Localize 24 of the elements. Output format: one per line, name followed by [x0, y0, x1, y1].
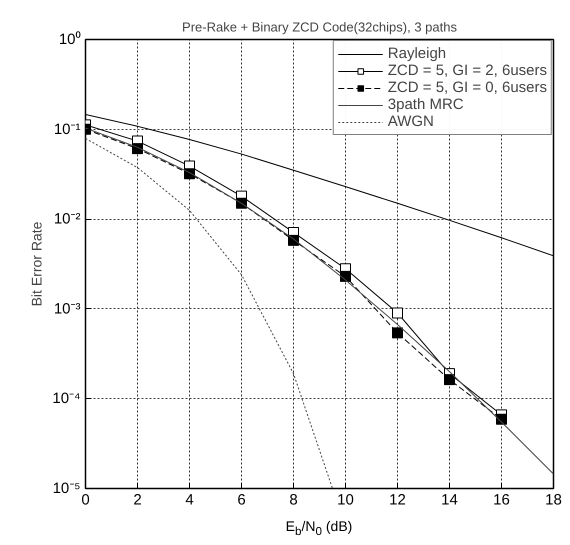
y-tick-label: 10⁻² — [54, 210, 81, 228]
y-tick-label: 10⁻⁵ — [52, 480, 81, 497]
x-tick-label: 2 — [133, 492, 142, 508]
x-tick-label: 16 — [493, 492, 510, 508]
x-tick-label: 6 — [237, 492, 246, 508]
legend-label: AWGN — [388, 113, 434, 130]
x-tick-label: 12 — [389, 492, 406, 508]
x-axis-title: E$_{b}$/N$_{0}$ (dB) — [286, 517, 352, 540]
y-axis-title: Bit Error Rate — [28, 221, 44, 306]
x-tick-label: 10 — [337, 492, 354, 508]
x-tick-label: 18 — [545, 492, 562, 508]
y-tick-label: 10⁰ — [58, 31, 81, 48]
x-tick-label: 8 — [289, 492, 298, 508]
x-tick-label: 4 — [185, 492, 194, 508]
legend-label: ZCD = 5, GI = 0, 6users — [388, 79, 547, 96]
y-tick-label: 10⁻⁴ — [52, 390, 81, 408]
legend-label: Rayleigh — [388, 45, 446, 62]
y-tick-label: 10⁻³ — [54, 300, 81, 318]
chart-title: Pre-Rake + Binary ZCD Code(32chips), 3 paths — [182, 20, 458, 34]
legend-label: 3path MRC — [388, 96, 464, 113]
x-tick-label: 0 — [81, 492, 90, 508]
legend-label: ZCD = 5, GI = 2, 6users — [388, 62, 547, 79]
x-tick-label: 14 — [441, 492, 458, 508]
y-tick-label: 10⁻¹ — [54, 120, 81, 138]
